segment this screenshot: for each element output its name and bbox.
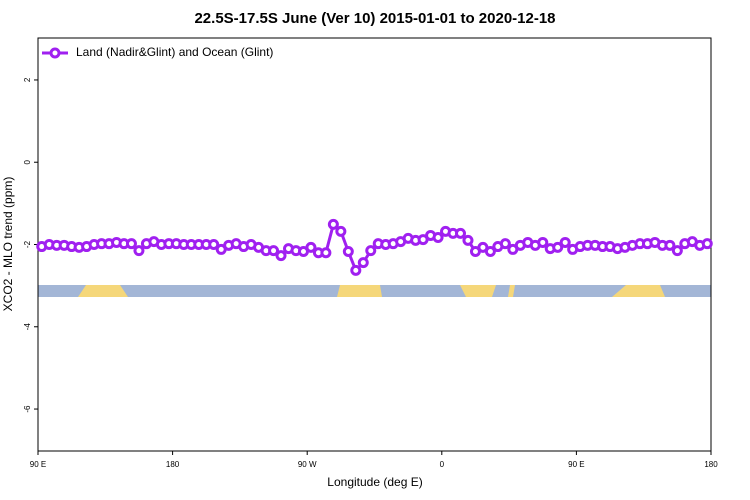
x-tick-label: 180 bbox=[166, 460, 180, 469]
data-point bbox=[208, 239, 220, 250]
data-point bbox=[342, 245, 354, 257]
data-point bbox=[335, 225, 347, 237]
chart-title: 22.5S-17.5S June (Ver 10) 2015-01-01 to … bbox=[194, 10, 555, 27]
data-point bbox=[320, 247, 332, 259]
surface-strip bbox=[38, 285, 711, 297]
x-tick-label: 90 W bbox=[298, 460, 317, 469]
legend: Land (Nadir&Glint) and Ocean (Glint) bbox=[42, 45, 273, 59]
data-point bbox=[671, 245, 683, 257]
data-point bbox=[552, 241, 564, 253]
data-point bbox=[664, 239, 676, 251]
y-tick-label: -6 bbox=[23, 405, 32, 413]
x-tick-label: 90 E bbox=[568, 460, 584, 469]
data-point bbox=[537, 236, 549, 248]
x-tick-label: 0 bbox=[440, 460, 445, 469]
data-point bbox=[484, 245, 496, 257]
y-tick-label: -2 bbox=[23, 240, 32, 248]
data-point bbox=[365, 245, 377, 257]
y-tick-label: 0 bbox=[23, 159, 32, 164]
y-tick-label: 2 bbox=[23, 77, 32, 82]
data-point bbox=[125, 238, 137, 250]
data-point bbox=[350, 264, 362, 276]
x-axis-label: Longitude (deg E) bbox=[327, 475, 422, 489]
data-point bbox=[462, 234, 474, 246]
x-tick-label: 90 E bbox=[30, 460, 46, 469]
data-point bbox=[432, 232, 444, 244]
data-point bbox=[357, 257, 369, 269]
legend-marker bbox=[49, 47, 61, 59]
x-tick-label: 180 bbox=[704, 460, 718, 469]
data-point bbox=[305, 241, 317, 253]
legend-label: Land (Nadir&Glint) and Ocean (Glint) bbox=[76, 45, 273, 59]
data-point bbox=[701, 238, 713, 250]
data-point bbox=[559, 236, 571, 248]
data-point bbox=[268, 245, 280, 257]
data-point bbox=[454, 227, 466, 239]
data-point bbox=[275, 250, 287, 262]
y-tick-label: -4 bbox=[23, 323, 32, 331]
y-axis-label: XCO2 - MLO trend (ppm) bbox=[1, 177, 15, 312]
data-point bbox=[133, 245, 145, 257]
data-point bbox=[499, 238, 511, 250]
data-point bbox=[327, 218, 339, 230]
